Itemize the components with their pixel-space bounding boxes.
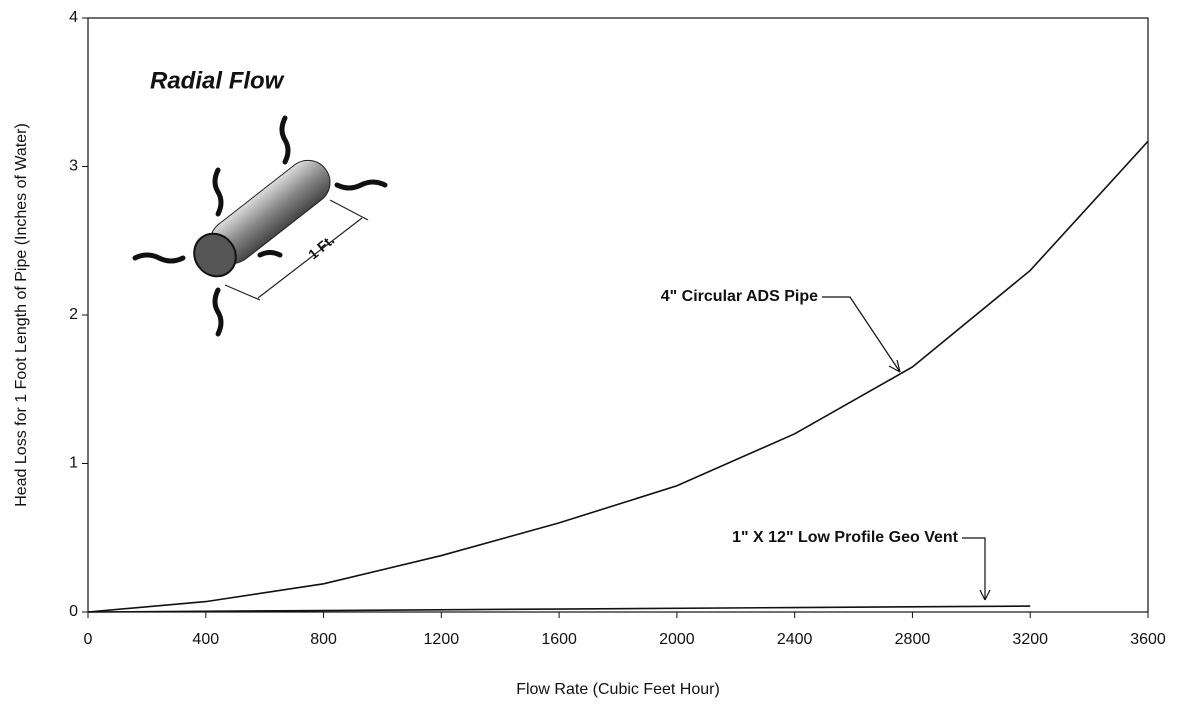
series-line — [87, 140, 1149, 613]
y-tick-label: 2 — [69, 306, 78, 323]
plot-frame — [87, 17, 1149, 613]
illustration-title: Radial Flow — [150, 67, 285, 94]
pipe-illustration: 1 Ft. — [132, 115, 388, 337]
x-tick-label: 2800 — [895, 631, 931, 648]
x-tick-label: 3200 — [1012, 631, 1048, 648]
x-tick-label: 0 — [84, 631, 93, 648]
annotation-arrows — [822, 296, 991, 601]
x-axis-label: Flow Rate (Cubic Feet Hour) — [516, 681, 720, 698]
x-tick-label: 400 — [192, 631, 219, 648]
x-tick-label: 2000 — [659, 631, 695, 648]
y-tick-label: 0 — [69, 603, 78, 620]
x-tick-label: 2400 — [777, 631, 813, 648]
series-label: 1" X 12" Low Profile Geo Vent — [732, 529, 959, 546]
series-label: 4" Circular ADS Pipe — [661, 288, 818, 305]
x-tick-label: 3600 — [1130, 631, 1166, 648]
y-axis-label: Head Loss for 1 Foot Length of Pipe (Inc… — [13, 123, 30, 507]
y-tick-label: 3 — [69, 158, 78, 175]
x-tick-label: 1600 — [541, 631, 577, 648]
series-line — [87, 605, 1031, 613]
x-tick-label: 1200 — [424, 631, 460, 648]
y-tick-label: 4 — [69, 9, 78, 26]
y-tick-label: 1 — [69, 455, 78, 472]
x-tick-label: 800 — [310, 631, 337, 648]
